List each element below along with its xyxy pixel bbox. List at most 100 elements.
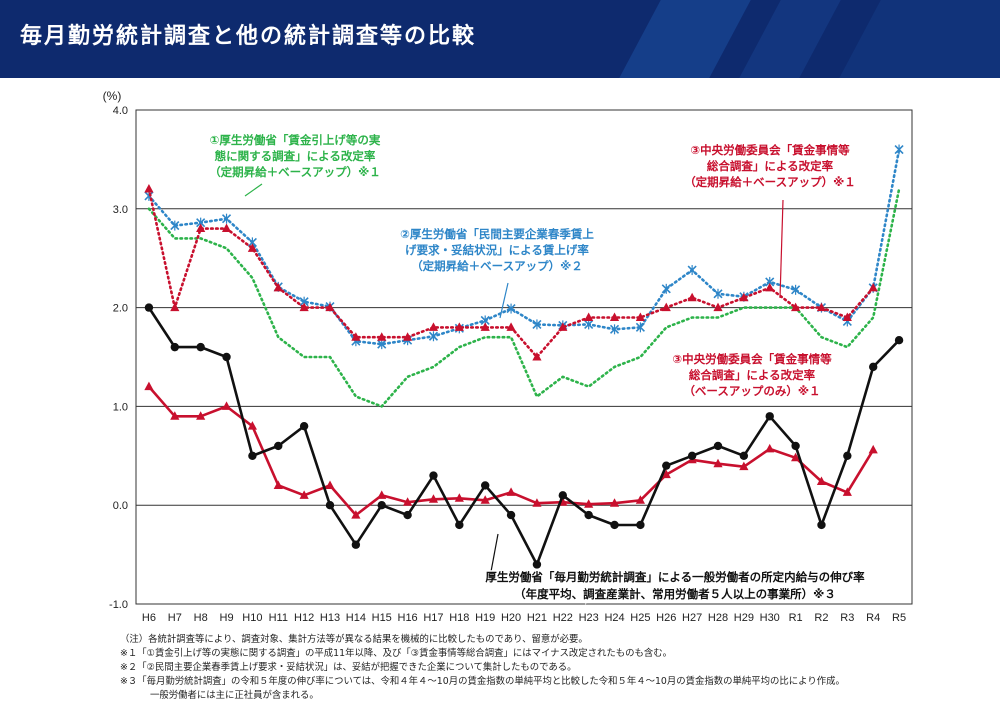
data-point <box>273 282 283 292</box>
series-line-kosei_hikiage <box>147 187 901 408</box>
data-point <box>377 501 386 510</box>
y-tick-label: -1.0 <box>109 599 128 611</box>
x-tick-label: R1 <box>789 612 803 624</box>
data-point <box>506 303 516 314</box>
data-point <box>248 451 257 460</box>
data-point <box>687 292 697 302</box>
data-point <box>894 336 904 345</box>
data-point <box>428 322 439 331</box>
data-point <box>791 452 801 462</box>
data-point <box>713 441 723 451</box>
data-point <box>429 471 438 480</box>
x-tick-label: H11 <box>269 612 288 624</box>
x-tick-label: H6 <box>142 612 156 624</box>
data-point <box>196 223 206 233</box>
data-point <box>506 487 516 496</box>
series-line-maitsuki <box>147 306 901 566</box>
data-point <box>247 421 257 430</box>
x-tick-label: H23 <box>579 612 599 624</box>
data-point <box>377 332 387 341</box>
data-point <box>325 302 335 312</box>
data-point <box>221 401 232 410</box>
annotation-text: ①厚生労働省「賃金引上げ等の実 <box>210 133 381 147</box>
data-point <box>325 480 335 489</box>
data-point <box>584 499 594 508</box>
data-point <box>454 322 464 331</box>
annotation-text: 厚生労働省「毎月勤労統計調査」による一般労働者の所定内給与の伸び率 <box>485 570 865 584</box>
annotation-kosei_shunki: ②厚生労働省「民間主要企業春季賃上げ要求・妥結状況」による賃上げ率 （定期昇給＋ベ… <box>399 226 596 319</box>
leader-line <box>489 533 499 578</box>
data-point <box>609 324 620 335</box>
header-stripe <box>619 0 751 78</box>
annotation-chuo_teiki: ③中央労働委員会「賃金事情等総合調査」による改定率 （定期昇給＋ベースアップ）※１ <box>683 142 857 299</box>
data-point <box>842 487 852 496</box>
x-tick-label: H21 <box>527 612 547 624</box>
annotation-text: （定期昇給＋ベースアップ）※２ <box>411 259 583 273</box>
data-point <box>635 312 645 321</box>
data-point <box>609 312 620 321</box>
annotation-text: （ベースアップのみ）※１ <box>683 384 820 398</box>
x-tick-label: H26 <box>656 612 676 624</box>
x-tick-label: H10 <box>242 612 262 624</box>
data-point <box>739 451 749 460</box>
leader-line <box>779 199 784 299</box>
data-point <box>196 411 206 420</box>
x-tick-label: H14 <box>346 612 366 624</box>
data-point <box>816 476 827 485</box>
data-point <box>480 322 490 331</box>
data-point <box>325 501 335 510</box>
series-chuo_teiki <box>144 184 878 361</box>
x-tick-label: H30 <box>760 612 780 624</box>
annotation-text: （定期昇給＋ベースアップ）※１ <box>684 175 856 189</box>
data-point <box>584 319 594 330</box>
data-point <box>351 332 361 341</box>
annotation-text: （定期昇給＋ベースアップ）※１ <box>209 165 381 179</box>
series-chuo_base <box>144 381 878 519</box>
data-point <box>713 288 723 299</box>
data-point <box>222 352 231 362</box>
page-title: 毎月勤労統計調査と他の統計調査等の比較 <box>20 24 477 49</box>
footnotes: （注）各統計調査等により、調査対象、集計方法等が異なる結果を機械的に比較したもの… <box>120 633 845 703</box>
series-maitsuki <box>144 303 904 569</box>
x-tick-label: H27 <box>682 612 702 624</box>
data-point <box>144 381 154 391</box>
y-tick-label: 0.0 <box>113 500 128 512</box>
annotation-text: げ要求・妥結状況」による賃上げ率 <box>405 243 589 257</box>
data-point <box>428 331 439 342</box>
data-point <box>739 292 749 302</box>
y-tick-label: 2.0 <box>113 303 128 315</box>
footnote: 一般労働者には主に正社員が含まれる。 <box>150 690 319 701</box>
x-tick-label: H8 <box>194 612 208 624</box>
header-stripe <box>739 0 841 78</box>
annotation-chuo_base: ③中央労働委員会「賃金事情等総合調査」による改定率 （ベースアップのみ）※１ <box>671 351 834 400</box>
data-point <box>687 451 697 460</box>
x-tick-label: H18 <box>449 612 469 624</box>
data-point <box>868 444 878 454</box>
data-point <box>274 441 283 451</box>
x-tick-label: R4 <box>866 612 880 624</box>
data-point <box>584 312 594 321</box>
annotation-text: （年度平均、調査産業計、常用労働者５人以上の事業所）※３ <box>514 587 836 601</box>
annotation-maitsuki: 厚生労働省「毎月勤労統計調査」による一般労働者の所定内給与の伸び率 （年度平均、調… <box>484 533 867 603</box>
data-point <box>842 312 852 321</box>
annotation-text: ③中央労働委員会「賃金事情等 <box>672 352 832 366</box>
y-tick-label: 3.0 <box>113 204 128 216</box>
data-point <box>144 303 154 312</box>
data-point <box>144 184 154 193</box>
data-point <box>480 495 490 504</box>
footnote: ※２「②民間主要企業春季賃上げ要求・妥結状況」は、妥結が把握できた企業について集… <box>120 662 577 673</box>
x-tick-label: H28 <box>708 612 728 624</box>
data-point <box>868 282 878 292</box>
data-point <box>299 421 309 431</box>
data-point <box>351 540 361 549</box>
data-point <box>713 458 723 468</box>
data-point <box>791 284 801 295</box>
annotation-text: ③中央労働委員会「賃金事情等 <box>690 143 850 157</box>
data-point <box>170 302 180 312</box>
data-point <box>377 339 387 350</box>
data-point <box>610 520 619 530</box>
data-point <box>506 510 516 520</box>
annotation-text: 総合調査」による改定率 <box>689 368 816 382</box>
data-point <box>687 265 697 276</box>
data-point <box>791 302 801 312</box>
